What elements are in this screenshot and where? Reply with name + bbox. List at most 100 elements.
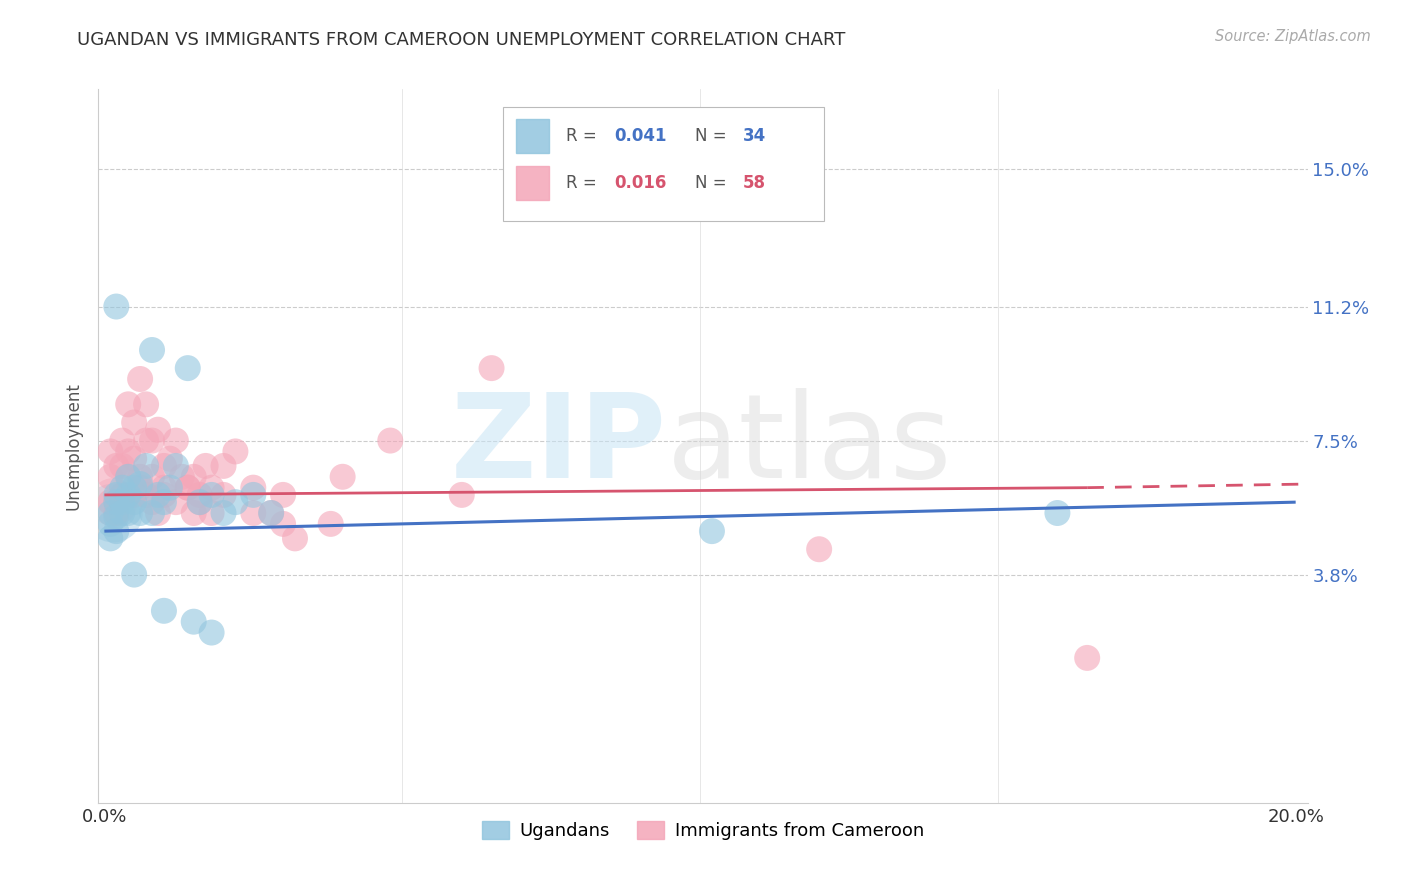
Point (146, 488, 169, 502)
Point (105, 524, 128, 538)
Point (808, 542, 831, 557)
Text: UGANDAN VS IMMIGRANTS FROM CAMEROON UNEMPLOYMENT CORRELATION CHART: UGANDAN VS IMMIGRANTS FROM CAMEROON UNEM… (77, 31, 845, 49)
Point (111, 434, 134, 448)
Point (165, 458, 187, 473)
Point (141, 506, 163, 520)
Point (103, 495, 125, 509)
Text: 34: 34 (742, 128, 766, 145)
Text: Source: ZipAtlas.com: Source: ZipAtlas.com (1215, 29, 1371, 44)
Point (98, 495, 121, 509)
Point (117, 470, 139, 484)
Point (135, 488, 157, 502)
Point (284, 532, 307, 546)
Point (212, 458, 235, 473)
Point (122, 488, 145, 502)
FancyBboxPatch shape (503, 107, 824, 221)
Point (159, 481, 181, 495)
Y-axis label: Unemployment: Unemployment (65, 382, 83, 510)
Legend: Ugandans, Immigrants from Cameroon: Ugandans, Immigrants from Cameroon (474, 814, 932, 847)
Point (141, 343, 163, 357)
Point (183, 506, 205, 520)
Point (165, 495, 187, 509)
Point (242, 506, 264, 520)
Point (105, 495, 128, 509)
Point (153, 604, 176, 618)
Point (212, 488, 235, 502)
Point (212, 506, 235, 520)
Point (159, 451, 181, 466)
Point (105, 506, 128, 520)
Point (1046, 506, 1069, 520)
Point (200, 481, 222, 495)
Point (194, 458, 217, 473)
Point (450, 488, 472, 502)
Point (141, 434, 163, 448)
Point (481, 361, 503, 376)
Point (98, 470, 121, 484)
Point (122, 481, 145, 495)
Point (105, 488, 128, 502)
Point (98, 506, 121, 520)
Point (141, 495, 163, 509)
Point (153, 495, 176, 509)
Point (260, 506, 283, 520)
Point (200, 506, 222, 520)
Point (111, 481, 134, 495)
Point (146, 423, 169, 437)
Point (105, 495, 128, 509)
Point (200, 625, 222, 640)
Point (700, 524, 723, 538)
Point (260, 506, 283, 520)
Point (153, 481, 176, 495)
Text: N =: N = (695, 128, 731, 145)
Text: R =: R = (567, 174, 602, 192)
Text: 58: 58 (742, 174, 766, 192)
Point (117, 506, 139, 520)
Point (188, 495, 211, 509)
Point (105, 509, 128, 524)
Point (271, 516, 294, 531)
Point (111, 488, 134, 502)
Point (111, 458, 134, 473)
Point (1076, 651, 1098, 665)
Point (224, 495, 246, 509)
Point (146, 506, 169, 520)
Point (332, 470, 354, 484)
Point (122, 495, 145, 509)
Text: ZIP: ZIP (451, 389, 666, 503)
Point (117, 397, 139, 411)
Point (200, 488, 222, 502)
Point (117, 444, 139, 458)
Point (177, 361, 200, 376)
Point (380, 434, 402, 448)
Point (135, 434, 157, 448)
Point (122, 567, 145, 582)
Point (170, 470, 193, 484)
Point (129, 470, 152, 484)
Point (141, 470, 163, 484)
Point (122, 416, 145, 430)
Point (129, 372, 152, 386)
Point (98, 532, 121, 546)
Point (111, 506, 134, 520)
Bar (516, 120, 550, 153)
Point (153, 458, 176, 473)
Point (153, 488, 176, 502)
Point (242, 488, 264, 502)
Text: atlas: atlas (666, 389, 952, 503)
Point (177, 481, 200, 495)
Point (122, 451, 145, 466)
Point (129, 481, 152, 495)
Point (271, 488, 294, 502)
Point (105, 458, 128, 473)
Point (98, 516, 121, 531)
Point (165, 434, 187, 448)
Point (183, 615, 205, 629)
Text: N =: N = (695, 174, 731, 192)
Point (135, 458, 157, 473)
Bar (516, 166, 550, 200)
Text: 0.041: 0.041 (614, 128, 668, 145)
Point (103, 506, 125, 520)
Point (188, 488, 211, 502)
Point (177, 481, 200, 495)
